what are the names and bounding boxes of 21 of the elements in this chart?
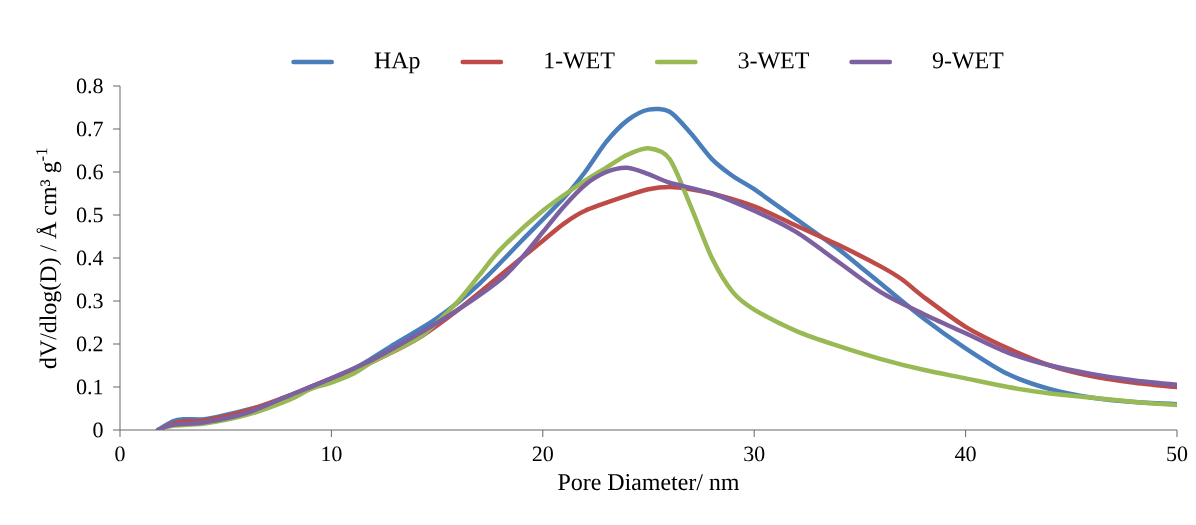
legend-label: HAp [374, 52, 420, 74]
x-tick-label: 40 [955, 446, 976, 462]
y-tick-label: 0.5 [76, 207, 103, 223]
legend-label: 1-WET [545, 52, 615, 69]
y-tick-label: 0.6 [76, 164, 103, 180]
x-tick-label: 20 [532, 446, 553, 462]
y-tick-label: 0.7 [76, 121, 103, 137]
y-tick-label: 0.4 [76, 250, 104, 266]
y-tick-label: 0.8 [76, 78, 103, 94]
y-axis-title: dV/dlog(D) / Å cm³ g$^{-1}$ [36, 148, 62, 369]
x-tick-label: 50 [1167, 446, 1188, 462]
x-tick-label: 10 [322, 446, 342, 462]
y-tick-label: 0.2 [76, 336, 103, 352]
y-tick-label: 0.1 [76, 379, 103, 395]
x-axis-title: Pore Diameter/ nm [558, 474, 740, 491]
y-tick-label: 0 [93, 422, 103, 438]
legend-label: 9-WET [932, 52, 1004, 69]
x-tick-label: 0 [115, 446, 125, 462]
x-tick-label: 30 [744, 446, 765, 462]
legend-label: 3-WET [738, 52, 809, 69]
y-tick-label: 0.3 [76, 293, 103, 309]
